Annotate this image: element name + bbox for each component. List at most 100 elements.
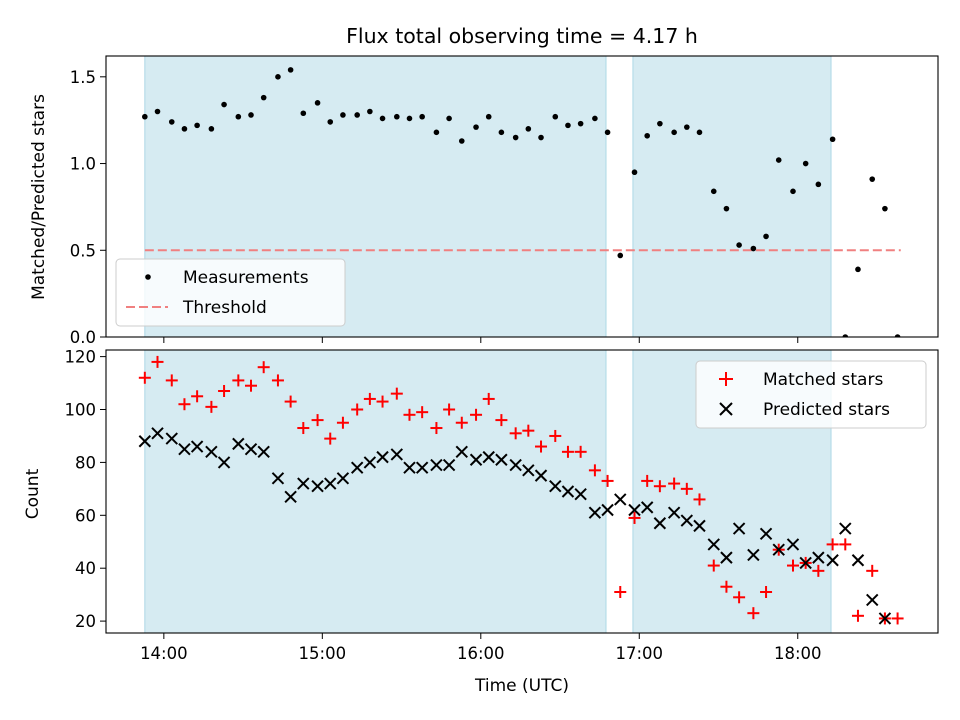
count-points xyxy=(138,355,904,625)
predicted-star-stroke-b xyxy=(138,435,152,448)
predicted-star-stroke-b xyxy=(350,461,364,474)
predicted-star-point xyxy=(747,548,760,562)
predicted-star-stroke-b xyxy=(588,506,602,519)
matched-star-point xyxy=(297,422,310,435)
matched-star-point xyxy=(653,480,666,493)
predicted-star-stroke-b xyxy=(786,538,800,551)
matched-star-point xyxy=(455,416,468,429)
predicted-star-stroke-b xyxy=(271,472,285,485)
measurement-point xyxy=(275,74,281,80)
predicted-star-point xyxy=(640,501,654,514)
matched-star-point xyxy=(812,564,825,577)
measurement-point xyxy=(684,124,690,130)
count-shaded-interval-0 xyxy=(144,349,607,634)
matched-star-point xyxy=(509,427,522,440)
predicted-star-point xyxy=(271,472,285,485)
predicted-star-point xyxy=(509,458,522,472)
measurement-point xyxy=(406,115,413,122)
predicted-star-point xyxy=(720,551,733,564)
predicted-star-stroke-b xyxy=(205,445,218,459)
measurement-point xyxy=(394,113,400,120)
count-x-tick-label: 17:00 xyxy=(615,644,663,663)
matched-star-point xyxy=(191,390,204,403)
measurement-point xyxy=(829,136,836,143)
measurement-point xyxy=(419,113,425,120)
matched-star-point xyxy=(443,403,456,416)
predicted-star-stroke-b xyxy=(799,556,812,570)
measurement-point xyxy=(631,169,638,176)
matched-star-point xyxy=(178,398,191,411)
x-axis-label: Time (UTC) xyxy=(474,676,569,696)
predicted-star-stroke-b xyxy=(284,490,297,503)
predicted-star-stroke-b xyxy=(826,554,839,567)
matched-star-point xyxy=(430,422,443,435)
matched-star-point xyxy=(549,429,562,442)
legend-predicted-marker xyxy=(719,402,733,416)
matched-star-point xyxy=(363,392,376,405)
matched-star-point xyxy=(693,493,706,506)
measurement-point xyxy=(498,129,505,136)
predicted-star-stroke-b xyxy=(878,612,892,625)
measurement-point xyxy=(696,129,703,136)
predicted-star-point xyxy=(772,543,785,556)
matched-star-point xyxy=(866,564,879,577)
matched-star-point xyxy=(535,440,548,453)
measurement-point xyxy=(592,115,598,122)
predicted-star-stroke-b xyxy=(772,543,785,556)
predicted-star-point xyxy=(217,456,231,469)
predicted-star-point xyxy=(205,445,218,459)
count-y-tick-label: 20 xyxy=(75,612,96,631)
predicted-star-point xyxy=(878,612,892,625)
predicted-star-point xyxy=(430,458,443,472)
predicted-star-point xyxy=(522,464,535,477)
predicted-star-stroke-b xyxy=(324,477,337,490)
predicted-star-point xyxy=(376,450,389,464)
predicted-star-point xyxy=(680,514,694,527)
matched-star-point xyxy=(733,591,746,604)
measurement-point xyxy=(379,115,386,122)
predicted-star-stroke-b xyxy=(851,554,865,567)
predicted-star-stroke-b xyxy=(363,456,377,469)
predicted-star-point xyxy=(799,556,812,570)
measurement-point xyxy=(671,129,677,136)
matched-star-point xyxy=(151,355,164,368)
measurement-point xyxy=(208,126,215,132)
predicted-star-stroke-b xyxy=(549,480,562,493)
predicted-star-stroke-b xyxy=(653,517,667,530)
matched-star-point xyxy=(522,424,535,437)
matched-star-point xyxy=(351,403,364,416)
predicted-star-point xyxy=(297,477,310,490)
measurement-point xyxy=(340,112,346,118)
count-y-axis-label: Count xyxy=(23,468,43,519)
matched-star-point xyxy=(390,387,403,400)
predicted-star-point xyxy=(707,538,720,551)
matched-star-point xyxy=(614,586,627,599)
predicted-star-point xyxy=(628,503,641,517)
predicted-star-stroke-b xyxy=(442,458,456,472)
predicted-star-point xyxy=(534,469,548,482)
measurement-point xyxy=(802,160,809,167)
predicted-star-stroke-b xyxy=(482,450,495,464)
predicted-star-stroke-b xyxy=(707,538,720,551)
predicted-star-point xyxy=(826,554,839,567)
measurement-point xyxy=(260,94,267,101)
predicted-star-stroke-b xyxy=(376,450,389,464)
predicted-star-point xyxy=(549,480,562,493)
predicted-star-stroke-b xyxy=(534,469,548,482)
matched-star-point xyxy=(470,408,483,421)
measurement-point xyxy=(538,134,544,141)
predicted-star-point xyxy=(138,435,152,448)
matched-star-point xyxy=(826,538,839,551)
predicted-star-point xyxy=(165,432,178,445)
matched-star-point xyxy=(668,477,681,490)
predicted-star-stroke-b xyxy=(614,493,627,506)
predicted-star-stroke-b xyxy=(217,456,231,469)
predicted-star-point xyxy=(786,538,800,551)
predicted-star-stroke-b xyxy=(232,437,245,451)
measurement-point xyxy=(287,67,294,73)
predicted-star-point xyxy=(601,503,614,517)
matched-star-point xyxy=(403,408,416,421)
predicted-star-point xyxy=(311,480,324,493)
measurement-point xyxy=(485,113,492,120)
